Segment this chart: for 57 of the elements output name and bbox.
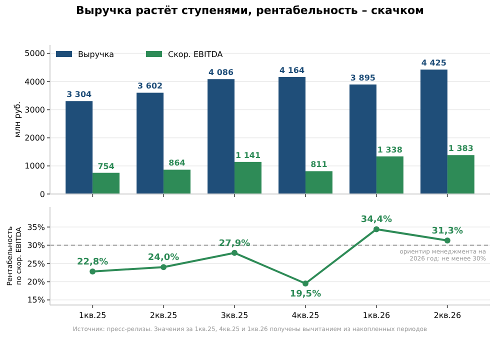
point: [444, 238, 450, 244]
data-label: 4 425: [421, 58, 447, 68]
bar: [376, 156, 404, 194]
y-tick-label: 0: [40, 190, 45, 199]
y-tick-label: 2000: [24, 134, 45, 143]
data-label: 4 086: [208, 68, 234, 78]
y-tick-label: 15%: [27, 296, 46, 305]
point: [232, 250, 238, 256]
data-label: 1 338: [377, 145, 403, 154]
data-label: 22,8%: [76, 257, 108, 268]
bar: [420, 70, 448, 194]
x-tick-label: 1кв.26: [362, 311, 390, 320]
data-label: 3 602: [138, 82, 163, 91]
bar: [208, 79, 235, 194]
y-tick-label: 3000: [24, 105, 45, 114]
y-tick-label: 1000: [24, 162, 45, 171]
point: [160, 264, 167, 270]
data-label: 1 141: [235, 150, 261, 160]
data-label: 24,0%: [148, 253, 180, 264]
data-label: 1 383: [448, 144, 474, 154]
x-tick-label: 2кв.26: [434, 311, 462, 320]
bar: [349, 84, 376, 194]
x-tick-label: 2кв.25: [150, 311, 178, 320]
bar: [305, 171, 332, 194]
data-label: 27,9%: [218, 238, 250, 249]
bar: [234, 162, 262, 194]
y-tick-label: 25%: [27, 259, 46, 268]
x-tick-label: 4кв.25: [292, 311, 320, 320]
data-label: 19,5%: [290, 290, 322, 300]
data-label: 3 304: [66, 90, 92, 100]
data-label: 4 164: [279, 66, 305, 75]
x-tick-label: 1кв.25: [78, 311, 106, 320]
y-axis-title: млн руб.: [13, 101, 22, 138]
data-label: 34,4%: [360, 215, 392, 226]
bar: [136, 92, 164, 194]
bar: [278, 76, 306, 194]
legend-label: Выручка: [78, 50, 114, 59]
data-label: 31,3%: [432, 226, 464, 237]
point: [373, 226, 380, 232]
y-tick-label: 20%: [27, 277, 46, 286]
data-label: 754: [98, 162, 115, 171]
y-tick-label: 35%: [27, 222, 46, 232]
y-tick-label: 4000: [24, 77, 45, 86]
bar: [92, 172, 120, 194]
bar: [164, 170, 191, 194]
y-tick-label: 5000: [24, 49, 45, 58]
point: [90, 268, 96, 274]
x-tick-label: 3кв.25: [220, 311, 248, 320]
legend-label: Скор. EBITDA: [168, 50, 224, 59]
data-label: 811: [310, 160, 328, 170]
bar: [447, 155, 474, 194]
chart-title: Выручка растёт ступенями, рентабельность – скачком: [76, 4, 424, 17]
data-label: 864: [168, 158, 186, 168]
bar: [66, 101, 93, 194]
data-label: 3 895: [350, 74, 376, 82]
point: [302, 280, 308, 287]
y-tick-label: 30%: [27, 241, 46, 250]
